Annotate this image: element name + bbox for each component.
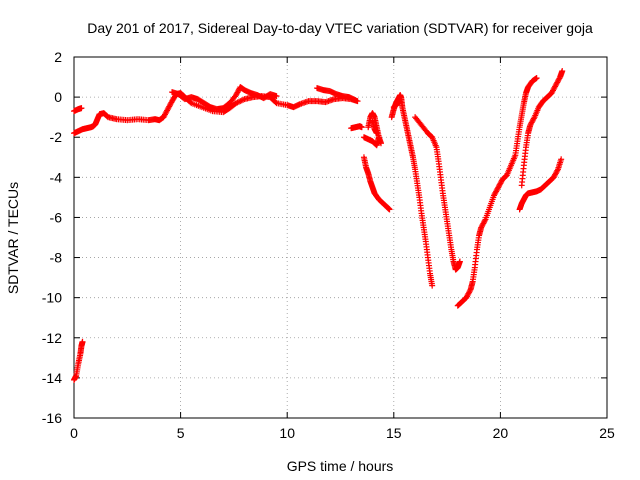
y-tick-label: -16: [42, 410, 62, 426]
data-point: [554, 167, 561, 174]
x-tick-labels: 0 5 10 15 20 25: [70, 425, 615, 441]
x-tick-label: 0: [70, 425, 78, 441]
data-point: [386, 206, 393, 213]
data-point: [456, 258, 463, 265]
y-tick-label: 2: [54, 49, 62, 65]
data-point: [466, 287, 473, 294]
y-tick-labels: 2 0 -2 -4 -6 -8 -10 -12 -14 -16: [42, 49, 62, 426]
y-tick-label: -12: [42, 330, 62, 346]
x-axis-label: GPS time / hours: [287, 458, 394, 474]
x-tick-label: 10: [279, 425, 295, 441]
y-tick-label: -2: [50, 129, 63, 145]
data-point: [375, 134, 382, 141]
grid: [74, 57, 607, 418]
data-point: [533, 75, 540, 82]
data-point: [378, 140, 385, 147]
data-point: [79, 338, 86, 345]
data-point: [558, 156, 565, 163]
data-point: [273, 93, 280, 100]
data-point: [397, 98, 404, 105]
x-tick-label: 5: [177, 425, 185, 441]
data-point: [530, 115, 537, 122]
y-tick-label: -6: [50, 209, 63, 225]
data-series: [71, 68, 566, 383]
data-point: [272, 99, 279, 106]
y-tick-label: 0: [54, 89, 62, 105]
y-tick-label: -4: [50, 169, 63, 185]
data-point: [373, 130, 380, 137]
y-axis-label: SDTVAR / TECUs: [5, 182, 21, 294]
y-tick-label: -14: [42, 370, 62, 386]
plot-frame: [73, 56, 608, 419]
data-point: [559, 68, 566, 75]
x-tick-label: 25: [599, 425, 615, 441]
data-point: [481, 217, 488, 224]
chart-title: Day 201 of 2017, Sidereal Day-to-day VTE…: [87, 20, 593, 36]
x-tick-label: 15: [386, 425, 402, 441]
data-point: [429, 282, 436, 289]
axis-ticks: [73, 56, 608, 419]
y-tick-label: -8: [50, 250, 63, 266]
data-point: [352, 97, 359, 104]
data-point: [78, 105, 85, 112]
y-tick-label: -10: [42, 290, 62, 306]
x-tick-label: 20: [493, 425, 509, 441]
data-point: [358, 124, 365, 131]
